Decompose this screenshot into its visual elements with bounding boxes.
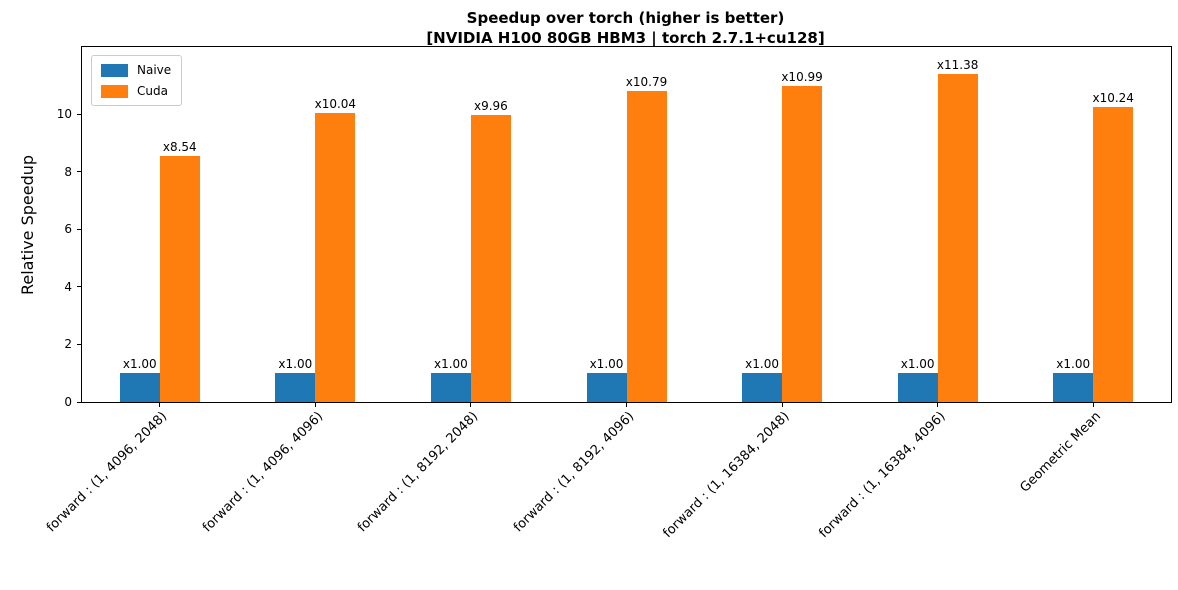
bar-cuda [782, 85, 823, 402]
bar-value-label: x10.79 [625, 75, 668, 90]
legend-swatch-icon [101, 63, 128, 77]
y-tick-mark [77, 171, 81, 173]
y-tick-mark [77, 113, 81, 115]
bar-naive [586, 373, 627, 402]
x-tick-mark [314, 403, 316, 407]
x-tick-mark [781, 403, 783, 407]
x-tick-label: forward : (1, 16384, 2048) [660, 409, 793, 542]
bar-naive [742, 373, 783, 402]
y-tick-mark [77, 401, 81, 403]
x-tick-label: forward : (1, 16384, 4096) [816, 409, 949, 542]
x-tick-mark [470, 403, 472, 407]
bar-cuda [470, 115, 511, 402]
bar-value-label: x10.99 [781, 69, 823, 84]
bar-cuda [315, 112, 356, 402]
legend-item-cuda: Cuda [101, 84, 171, 98]
y-tick-mark [77, 228, 81, 230]
plot-area: Naive Cuda 0 2 4 6 8 10 x1.00 x8.54 forward : (1,… [44, 46, 1172, 541]
x-tick-label: forward : (1, 8192, 2048) [355, 409, 482, 536]
x-tick-label: forward : (1, 4096, 4096) [199, 409, 326, 536]
y-tick-mark [77, 286, 81, 288]
bar-naive [430, 373, 471, 402]
bar-value-label: x1.00 [1056, 357, 1091, 372]
x-tick-label: forward : (1, 8192, 4096) [510, 409, 638, 536]
y-tick-label: 4 [64, 279, 72, 294]
legend-label: Naive [137, 63, 172, 77]
bar-cuda [937, 74, 978, 402]
bar-value-label: x1.00 [434, 357, 468, 372]
bar-cuda [159, 156, 200, 402]
bar-value-label: x9.96 [474, 99, 508, 114]
bar-value-label: x1.00 [278, 357, 313, 372]
chart-title: Speedup over torch (higher is better) [466, 9, 785, 27]
x-tick-label: Geometric Mean [1017, 409, 1104, 496]
bar-value-label: x11.38 [936, 58, 979, 73]
y-tick-label: 8 [64, 164, 72, 179]
y-tick-label: 6 [64, 222, 72, 237]
x-tick-mark [626, 403, 627, 407]
x-tick-mark [159, 403, 161, 407]
bar-value-label: x1.00 [589, 357, 624, 372]
bar-value-label: x1.00 [122, 357, 157, 372]
y-tick-label: 0 [64, 395, 72, 409]
legend-label: Cuda [137, 84, 168, 98]
chart-title-block: Speedup over torch (higher is better) [N… [81, 8, 1170, 48]
y-axis-label: Relative Speedup [18, 154, 37, 296]
chart-subtitle: [NVIDIA H100 80GB HBM3 | torch 2.7.1+cu1… [426, 29, 825, 47]
bar-value-label: x1.00 [745, 357, 779, 372]
legend-swatch-icon [101, 84, 128, 98]
bar-naive [897, 373, 938, 402]
x-tick-mark [937, 403, 939, 407]
x-tick-mark [1092, 403, 1094, 407]
bar-value-label: x10.04 [314, 96, 357, 111]
y-tick-label: 2 [64, 337, 72, 352]
bar-value-label: x8.54 [162, 140, 197, 155]
x-tick-label: forward : (1, 4096, 2048) [44, 409, 171, 536]
legend-item-naive: Naive [101, 63, 171, 77]
bar-naive [275, 373, 316, 402]
bar-naive [1053, 373, 1094, 402]
bar-cuda [1093, 107, 1134, 402]
bar-value-label: x10.24 [1092, 91, 1134, 106]
bar-naive [119, 373, 160, 402]
y-tick-mark [77, 343, 81, 345]
y-tick-label: 10 [56, 107, 72, 122]
bar-value-label: x1.00 [900, 357, 935, 372]
bar-cuda [626, 91, 667, 402]
legend: Naive Cuda [91, 55, 183, 106]
